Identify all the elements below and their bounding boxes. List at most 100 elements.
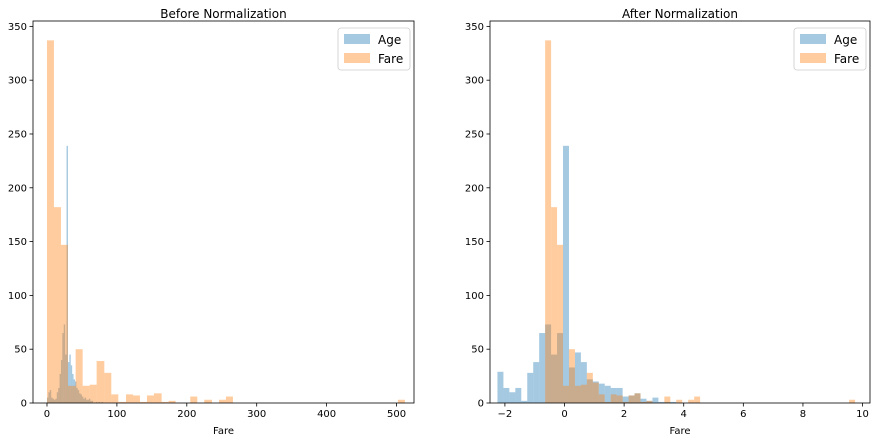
age-bar bbox=[652, 397, 659, 403]
legend: Age Fare bbox=[793, 27, 867, 71]
fare-bar bbox=[168, 400, 176, 403]
legend-fare-label: Fare bbox=[834, 52, 859, 66]
age-bar bbox=[52, 398, 54, 403]
x-tick-label: 10 bbox=[856, 409, 869, 420]
age-bar bbox=[87, 399, 89, 403]
y-axis-ticks: 0 50 100 150 200 250 300 350 bbox=[8, 22, 33, 410]
age-bar bbox=[95, 401, 98, 403]
fare-bar bbox=[849, 399, 856, 403]
age-bars bbox=[497, 145, 677, 403]
legend: Age Fare bbox=[337, 27, 411, 71]
plot-frame bbox=[32, 20, 415, 404]
fare-bar bbox=[551, 207, 558, 403]
fare-bar bbox=[67, 385, 76, 403]
x-tick-label: 500 bbox=[387, 409, 406, 420]
fare-bar bbox=[628, 395, 635, 403]
fare-bar bbox=[190, 396, 198, 403]
age-bar bbox=[59, 373, 61, 403]
age-bar bbox=[81, 396, 84, 403]
plot-frame bbox=[489, 20, 871, 404]
fare-bar bbox=[622, 401, 629, 403]
fare-bar bbox=[610, 394, 617, 403]
y-tick-label: 0 bbox=[478, 399, 484, 410]
fare-bar bbox=[139, 401, 147, 403]
age-bar bbox=[86, 399, 88, 403]
fare-bar bbox=[204, 399, 212, 403]
age-bar bbox=[539, 333, 546, 403]
y-tick-label: 150 bbox=[8, 237, 27, 248]
fare-bar bbox=[132, 395, 140, 403]
age-bar bbox=[91, 400, 94, 403]
fare-bar bbox=[634, 393, 641, 403]
fare-bar bbox=[53, 207, 61, 403]
fare-bar bbox=[545, 40, 552, 404]
age-bar bbox=[557, 333, 564, 403]
fare-bar bbox=[46, 40, 54, 404]
fare-bar bbox=[586, 372, 593, 403]
fare-bar bbox=[225, 396, 233, 403]
legend-fare-label: Fare bbox=[378, 52, 403, 66]
age-bar bbox=[60, 359, 63, 403]
legend-fare-swatch bbox=[344, 53, 370, 63]
x-axis-ticks: 0 100 200 300 400 500 bbox=[44, 403, 406, 420]
age-bar bbox=[533, 362, 540, 403]
age-bar bbox=[73, 379, 75, 403]
fare-bar bbox=[563, 385, 569, 403]
fare-bar bbox=[89, 384, 97, 403]
age-bar bbox=[646, 400, 653, 403]
y-tick-label: 100 bbox=[8, 291, 27, 302]
age-bar bbox=[72, 373, 74, 403]
age-bar bbox=[598, 383, 605, 403]
age-bar bbox=[545, 324, 552, 403]
age-bar bbox=[622, 396, 629, 403]
fare-bar bbox=[557, 244, 564, 403]
age-bar bbox=[592, 381, 599, 403]
fare-bar bbox=[604, 401, 611, 403]
age-bar bbox=[503, 387, 510, 403]
y-tick-label: 300 bbox=[465, 76, 484, 87]
x-tick-label: 0 bbox=[561, 409, 567, 420]
age-bar bbox=[574, 352, 581, 403]
chart-title: Before Normalization bbox=[160, 7, 286, 21]
x-tick-label: 400 bbox=[317, 409, 336, 420]
fare-bar bbox=[676, 399, 683, 403]
age-bar bbox=[551, 354, 558, 403]
y-tick-label: 150 bbox=[465, 237, 484, 248]
age-bar bbox=[670, 401, 677, 403]
fare-bar bbox=[60, 244, 68, 403]
age-bar bbox=[53, 399, 56, 403]
fare-bar bbox=[640, 401, 647, 403]
age-bar bbox=[527, 372, 534, 403]
age-bar bbox=[46, 397, 49, 403]
x-tick-label: 8 bbox=[800, 409, 806, 420]
fare-bar bbox=[574, 385, 581, 403]
age-bar bbox=[664, 401, 671, 403]
y-tick-label: 50 bbox=[14, 345, 27, 356]
age-bar bbox=[90, 400, 92, 403]
age-bar bbox=[101, 401, 103, 403]
y-tick-label: 0 bbox=[21, 399, 27, 410]
age-bar bbox=[521, 400, 528, 403]
age-bar bbox=[634, 393, 641, 403]
age-bar bbox=[658, 401, 665, 403]
fare-bar bbox=[118, 401, 126, 403]
fare-bar bbox=[664, 396, 671, 403]
fare-bar bbox=[568, 349, 575, 403]
y-tick-label: 200 bbox=[465, 183, 484, 194]
age-bar bbox=[65, 354, 67, 403]
fare-bar bbox=[598, 394, 605, 403]
y-tick-label: 250 bbox=[465, 129, 484, 140]
age-bar bbox=[74, 381, 77, 403]
fare-bar bbox=[96, 361, 105, 403]
y-tick-label: 200 bbox=[8, 183, 27, 194]
age-bar bbox=[58, 387, 60, 403]
age-bar bbox=[56, 392, 59, 403]
fare-bar bbox=[580, 384, 587, 403]
age-bar bbox=[88, 398, 91, 403]
x-tick-label: 100 bbox=[107, 409, 126, 420]
y-tick-label: 350 bbox=[8, 22, 27, 33]
fare-bar bbox=[218, 399, 226, 403]
age-bar bbox=[563, 145, 569, 403]
fare-bar bbox=[125, 394, 133, 403]
age-bar bbox=[77, 390, 80, 403]
